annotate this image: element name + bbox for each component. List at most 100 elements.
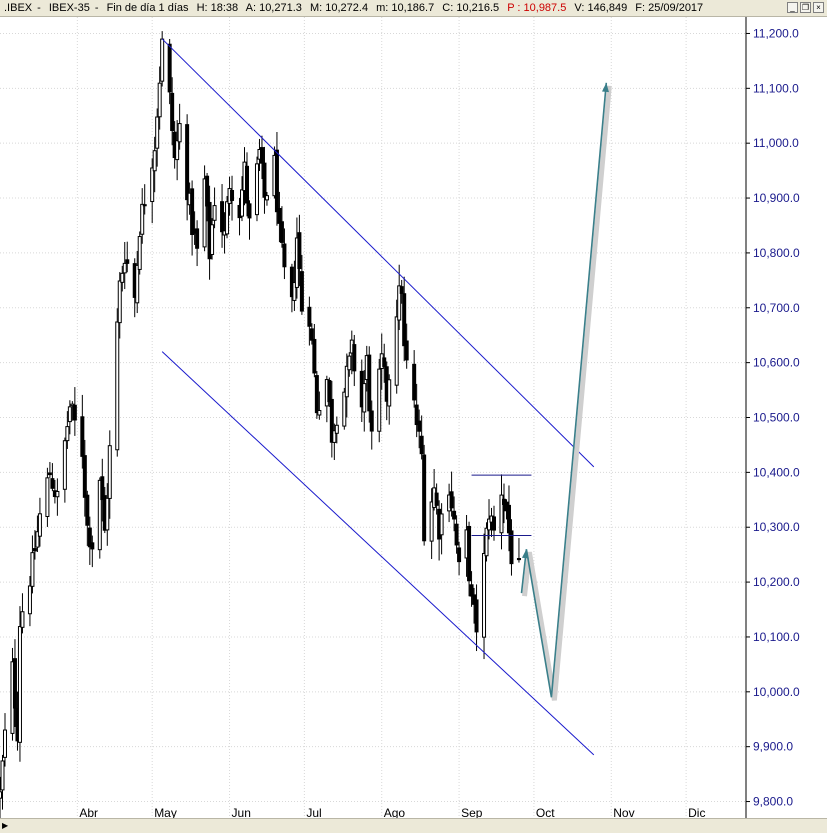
candle-body-down [449,491,454,509]
candle [417,409,422,449]
candle-body-up [482,552,487,638]
x-tick-label: Ago [384,806,406,818]
date-value: F: 25/09/2017 [635,2,704,14]
candle [240,176,245,222]
y-tick-label: 10,100.0 [753,630,800,644]
candle-body-up [225,201,230,235]
candle [292,260,297,311]
candle [245,152,250,217]
candle-body-up [394,316,399,386]
x-tick-label: Jul [306,806,321,818]
candle [352,334,357,387]
candle-body-down [469,584,474,597]
symbol-label: .IBEX [4,2,33,14]
candle-body-down [274,149,279,213]
y-tick-label: 10,500.0 [753,411,800,425]
candle-body-down [90,542,95,550]
candle [35,515,40,552]
restore-button[interactable]: ❐ [800,2,811,13]
projection-arrow-shadow [522,85,612,701]
candle-body-up [27,585,32,615]
candle-body-up [97,479,102,551]
candle-body-down [452,510,457,520]
projection-arrow-path [520,82,608,698]
chart-window-titlebar: .IBEX - IBEX-35- Fin de día 1 días H: 18:… [0,0,827,17]
time-scrollbar[interactable]: ▶ [0,818,827,833]
triangle-right-icon[interactable]: ▶ [2,821,9,830]
grid-lines [0,17,746,818]
candle-body-down [282,243,287,268]
candle [254,156,259,222]
candle-body-down [85,494,90,526]
candle [457,541,462,576]
candle-body-up [115,321,120,451]
candle-body-up [2,729,7,758]
candle [247,200,252,240]
candle-body-up [30,552,35,587]
candle-body-up [212,205,217,221]
candle [202,165,207,252]
y-tick-label: 9,800.0 [753,795,793,809]
candle [362,370,367,432]
candle [387,374,392,425]
candle [37,497,42,547]
candle [90,535,95,568]
x-tick-label: Nov [613,806,634,818]
candle [474,584,479,652]
candle [32,530,37,560]
candle-body-down [289,266,294,298]
candle [404,323,409,369]
candle [277,191,282,243]
candle [334,416,339,444]
channel-upper-line [161,38,595,468]
candle [17,606,22,762]
candle-body-up [317,409,322,416]
candle-body-up [377,368,382,432]
candle [309,323,314,345]
price-chart[interactable]: 9,800.0 9,900.0 10,000.0 10,100.0 10,200.0 10… [0,17,827,818]
candle [117,272,122,339]
candle [402,276,407,362]
candle-body-up [344,365,349,398]
candle-body-down [277,207,282,224]
candle [220,184,225,248]
candle-body-down [190,188,195,235]
candle [487,499,492,540]
candle-body-down [434,492,439,506]
candle-body-down [142,204,147,207]
candle [347,352,352,377]
y-tick-label: 11,000.0 [753,136,799,150]
candle [297,214,302,287]
candle [412,350,417,408]
candle [2,713,7,767]
candle-body-down [454,523,459,546]
candle-body-up [175,140,180,161]
candle [47,461,52,478]
candle-body-down [312,338,317,374]
candle-body-up [122,262,127,274]
candle-body-up [342,391,347,427]
candlestick-series [0,31,521,818]
candle [65,411,70,449]
candle-body-down [314,375,319,414]
minimize-button[interactable]: _ [787,2,798,13]
candle [100,458,105,522]
candle-body-up [240,189,245,217]
candle-body-up [387,379,392,407]
candle [125,241,130,273]
candle [12,639,17,727]
candle [120,265,125,292]
candle [170,77,175,146]
candle-body-up [35,531,40,548]
candle [449,471,454,517]
candle-body-down [417,420,422,432]
candle [107,430,112,519]
candle [195,220,200,267]
candle [82,439,87,517]
y-axis: 9,800.0 9,900.0 10,000.0 10,100.0 10,200.0 10… [745,17,800,818]
candle-body-down [299,271,304,312]
candle-body-down [72,404,77,421]
candle [230,175,235,221]
close-button[interactable]: × [813,2,824,13]
candle-body-down [80,416,85,457]
